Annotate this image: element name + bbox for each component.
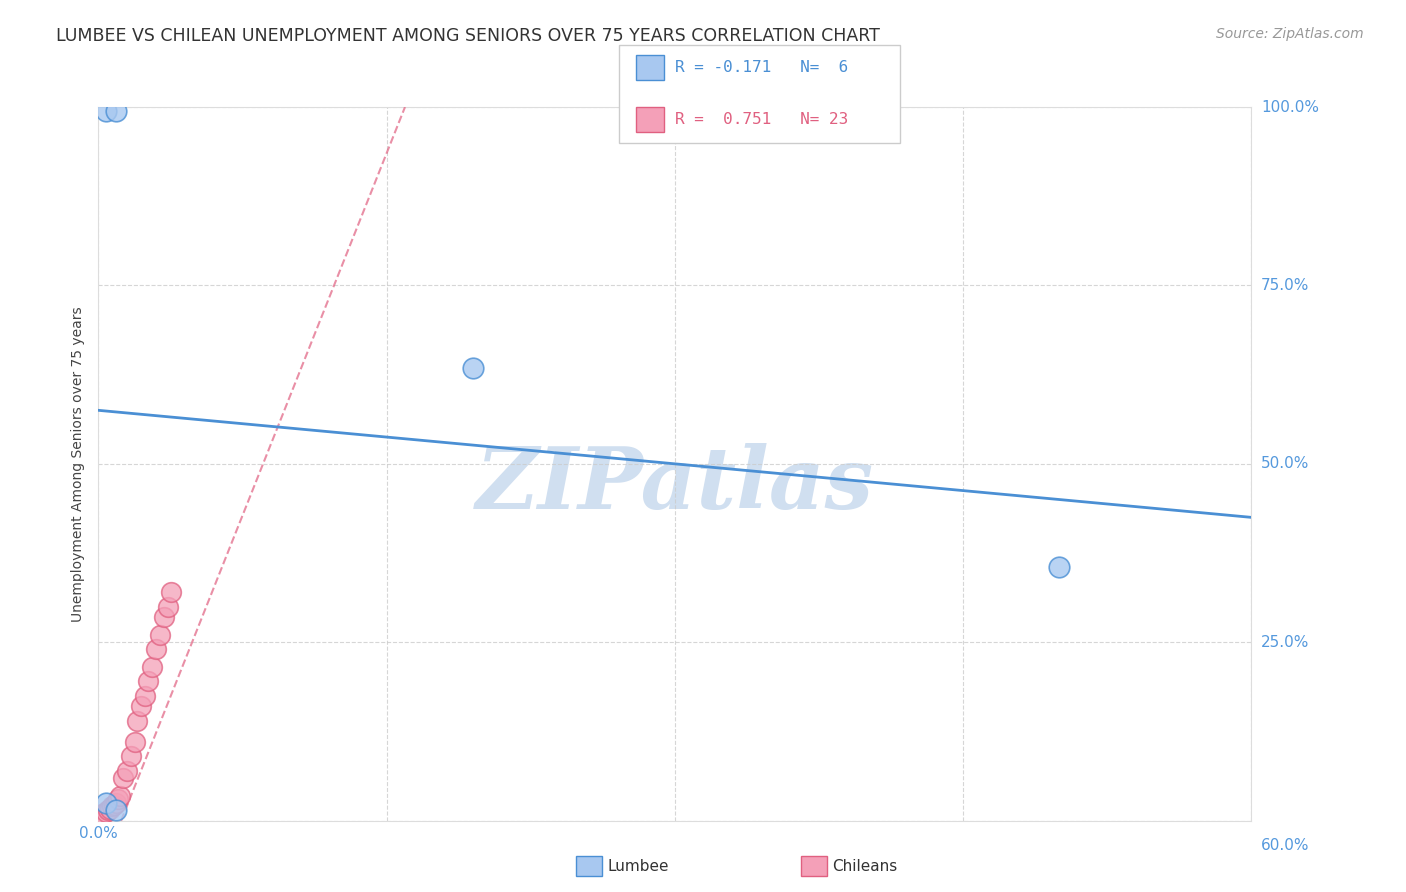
Point — [91, 806, 114, 821]
Point — [160, 585, 183, 599]
Point — [138, 674, 160, 689]
Text: 75.0%: 75.0% — [1261, 278, 1309, 293]
Point — [125, 714, 148, 728]
Point — [104, 103, 127, 118]
Point — [124, 735, 146, 749]
Point — [134, 689, 156, 703]
Y-axis label: Unemployment Among Seniors over 75 years: Unemployment Among Seniors over 75 years — [72, 306, 86, 622]
Text: 60.0%: 60.0% — [1261, 838, 1309, 854]
Point — [129, 699, 152, 714]
Text: 50.0%: 50.0% — [1261, 457, 1309, 471]
Point — [101, 799, 124, 814]
Point — [104, 803, 127, 817]
Point — [94, 796, 117, 810]
Point — [97, 803, 120, 817]
Point — [145, 642, 167, 657]
Point — [112, 771, 135, 785]
Point — [117, 764, 138, 778]
Text: 100.0%: 100.0% — [1261, 100, 1319, 114]
Point — [94, 805, 117, 819]
Point — [98, 801, 121, 815]
Text: Chileans: Chileans — [832, 859, 897, 873]
Point — [103, 797, 125, 812]
Point — [94, 103, 117, 118]
Point — [120, 749, 142, 764]
Text: Lumbee: Lumbee — [607, 859, 669, 873]
Text: ZIPatlas: ZIPatlas — [475, 443, 875, 527]
Point — [141, 660, 163, 674]
Point — [149, 628, 172, 642]
Text: R = -0.171   N=  6: R = -0.171 N= 6 — [675, 61, 848, 75]
Text: 25.0%: 25.0% — [1261, 635, 1309, 649]
Point — [461, 360, 484, 375]
Text: LUMBEE VS CHILEAN UNEMPLOYMENT AMONG SENIORS OVER 75 YEARS CORRELATION CHART: LUMBEE VS CHILEAN UNEMPLOYMENT AMONG SEN… — [56, 27, 880, 45]
Point — [156, 599, 179, 614]
Point — [108, 789, 131, 803]
Point — [1047, 560, 1070, 574]
Text: Source: ZipAtlas.com: Source: ZipAtlas.com — [1216, 27, 1364, 41]
Point — [107, 792, 129, 806]
Text: R =  0.751   N= 23: R = 0.751 N= 23 — [675, 112, 848, 127]
Point — [104, 796, 127, 810]
Point — [152, 610, 174, 624]
